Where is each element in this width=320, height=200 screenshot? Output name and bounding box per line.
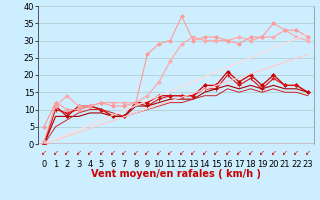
Text: ↙: ↙ [144,150,150,156]
Text: 6: 6 [110,160,116,169]
Text: ↙: ↙ [259,150,265,156]
Text: 18: 18 [245,160,256,169]
Text: ↙: ↙ [41,150,47,156]
Text: 12: 12 [177,160,187,169]
Text: 3: 3 [76,160,81,169]
Text: 10: 10 [154,160,164,169]
Text: ↙: ↙ [122,150,127,156]
Text: ↙: ↙ [64,150,70,156]
Text: 22: 22 [291,160,302,169]
Text: ↙: ↙ [53,150,59,156]
Text: ↙: ↙ [225,150,230,156]
Text: 4: 4 [87,160,92,169]
Text: 2: 2 [64,160,70,169]
Text: Vent moyen/en rafales ( km/h ): Vent moyen/en rafales ( km/h ) [91,169,261,179]
Text: 15: 15 [211,160,221,169]
Text: ↙: ↙ [167,150,173,156]
Text: ↙: ↙ [305,150,311,156]
Text: 14: 14 [199,160,210,169]
Text: 20: 20 [268,160,279,169]
Text: ↙: ↙ [76,150,82,156]
Text: ↙: ↙ [179,150,185,156]
Text: ↙: ↙ [133,150,139,156]
Text: ↙: ↙ [202,150,208,156]
Text: 9: 9 [145,160,150,169]
Text: ↙: ↙ [270,150,276,156]
Text: 11: 11 [165,160,175,169]
Text: 16: 16 [222,160,233,169]
Text: 13: 13 [188,160,198,169]
Text: ↙: ↙ [190,150,196,156]
Text: ↙: ↙ [156,150,162,156]
Text: ↙: ↙ [236,150,242,156]
Text: ↙: ↙ [213,150,219,156]
Text: ↙: ↙ [99,150,104,156]
Text: ↙: ↙ [87,150,93,156]
Text: 8: 8 [133,160,139,169]
Text: ↙: ↙ [282,150,288,156]
Text: ↙: ↙ [293,150,299,156]
Text: ↙: ↙ [248,150,253,156]
Text: 23: 23 [302,160,313,169]
Text: 19: 19 [257,160,267,169]
Text: 0: 0 [42,160,47,169]
Text: 1: 1 [53,160,58,169]
Text: 21: 21 [280,160,290,169]
Text: 7: 7 [122,160,127,169]
Text: 5: 5 [99,160,104,169]
Text: 17: 17 [234,160,244,169]
Text: ↙: ↙ [110,150,116,156]
